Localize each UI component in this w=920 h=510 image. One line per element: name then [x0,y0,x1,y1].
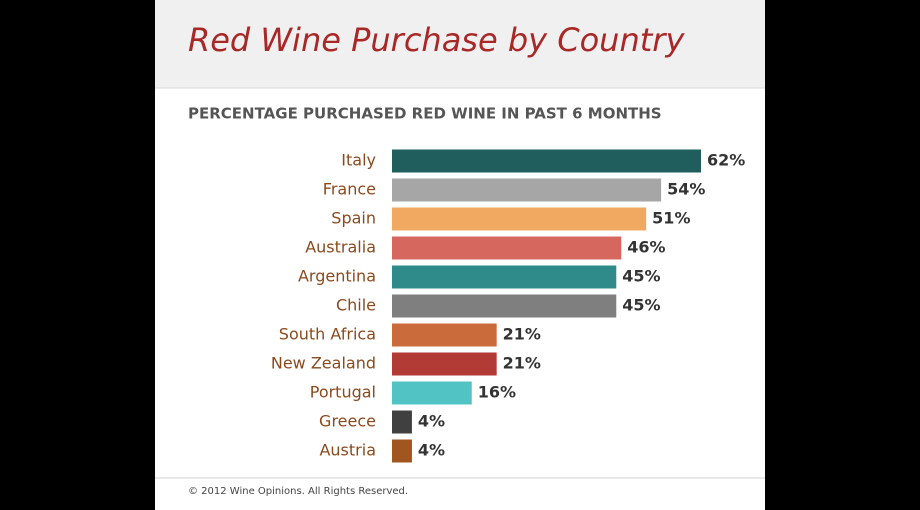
category-label: Argentina [298,267,376,286]
category-label: Spain [331,209,376,228]
category-label: Italy [341,151,376,170]
category-label: Austria [319,441,376,460]
category-label: Greece [319,412,376,431]
category-label: France [323,180,376,199]
category-label: New Zealand [271,354,376,373]
bar [392,207,647,231]
value-label: 62% [707,151,745,170]
category-label: Portugal [310,383,376,402]
footer: © 2012 Wine Opinions. All Rights Reserve… [188,486,408,497]
value-label: 46% [627,238,665,257]
value-label: 54% [667,180,705,199]
bar [392,439,412,463]
bar [392,352,497,376]
bar [392,410,412,434]
category-label: South Africa [279,325,376,344]
bar [392,178,662,202]
bar [392,381,472,405]
bar [392,294,617,318]
value-label: 21% [503,325,541,344]
value-label: 21% [503,354,541,373]
value-label: 16% [478,383,516,402]
value-label: 4% [418,441,445,460]
value-label: 45% [622,267,660,286]
bar [392,149,701,173]
bar [392,265,617,289]
value-label: 51% [652,209,690,228]
bar [392,236,622,260]
chart-subtitle: PERCENTAGE PURCHASED RED WINE IN PAST 6 … [188,105,662,123]
category-label: Chile [336,296,376,315]
category-label: Australia [305,238,376,257]
bar [392,323,497,347]
value-label: 45% [622,296,660,315]
chart-title: Red Wine Purchase by Country [188,21,685,59]
title-band [155,0,765,88]
value-label: 4% [418,412,445,431]
